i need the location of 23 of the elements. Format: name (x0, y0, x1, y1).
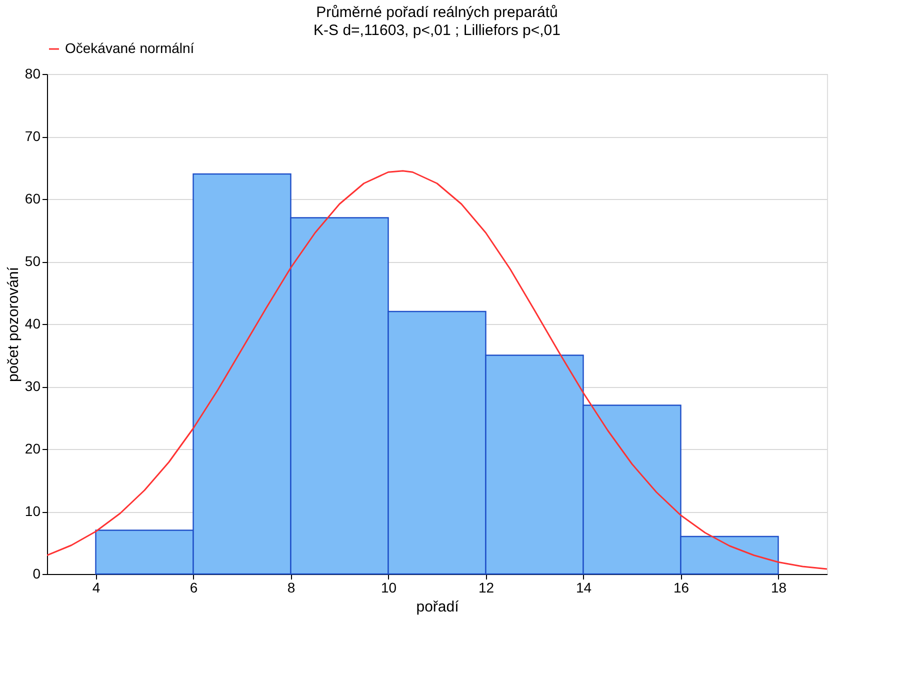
legend-label: Očekávané normální (65, 40, 194, 56)
x-axis-title: pořadí (416, 598, 460, 616)
y-tick-label: 30 (24, 378, 41, 394)
x-tick-label: 10 (380, 580, 397, 596)
line-series (47, 170, 827, 570)
y-tick-label: 0 (32, 566, 41, 582)
y-tick-label: 10 (24, 503, 41, 519)
x-tick-label: 18 (770, 580, 787, 596)
x-tick-label: 16 (673, 580, 690, 596)
y-tick-label: 50 (24, 253, 41, 269)
chart-title: Průměrné pořadí reálných preparátů (316, 4, 558, 21)
y-tick-label: 20 (24, 440, 41, 456)
chart-subtitle: K-S d=,11603, p<,01 ; Lilliefors p<,01 (314, 22, 560, 39)
y-axis-title: počet pozorování (4, 266, 22, 382)
x-tick-label: 8 (287, 580, 296, 596)
y-tick-label: 80 (24, 66, 41, 82)
x-tick-label: 12 (478, 580, 494, 596)
x-tick-label: 6 (190, 580, 198, 596)
y-tick-label: 70 (24, 128, 41, 144)
x-tick-label: 14 (576, 580, 592, 596)
y-tick-label: 60 (24, 190, 41, 206)
x-tick-label: 4 (92, 580, 100, 596)
y-tick-label: 40 (24, 316, 41, 332)
